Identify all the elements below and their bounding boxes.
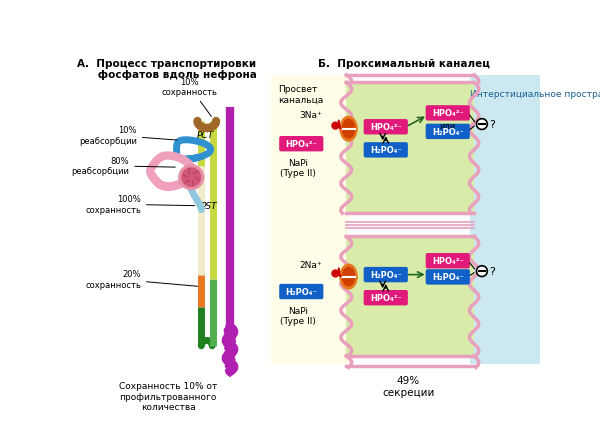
Bar (346, 237, 474, 356)
Text: 20%
сохранность: 20% сохранность (85, 269, 198, 289)
Text: 49%
секреции: 49% секреции (382, 375, 434, 397)
FancyBboxPatch shape (425, 270, 470, 285)
FancyBboxPatch shape (279, 137, 323, 152)
FancyBboxPatch shape (364, 120, 408, 135)
FancyBboxPatch shape (364, 290, 408, 306)
Text: HPO₄²⁻: HPO₄²⁻ (370, 123, 402, 132)
Ellipse shape (343, 120, 355, 138)
Ellipse shape (340, 117, 357, 141)
FancyBboxPatch shape (364, 143, 408, 158)
Text: NaPi
(Type II): NaPi (Type II) (280, 306, 316, 325)
FancyBboxPatch shape (425, 254, 470, 269)
FancyBboxPatch shape (425, 106, 470, 121)
Text: Сохранность 10% от
профильтрованного
количества: Сохранность 10% от профильтрованного кол… (119, 381, 217, 411)
Circle shape (476, 120, 487, 130)
Circle shape (332, 270, 339, 277)
Circle shape (476, 266, 487, 277)
Text: 2Na⁺: 2Na⁺ (300, 260, 322, 269)
Text: или: или (440, 122, 456, 131)
Circle shape (332, 123, 339, 130)
Text: H₂PO₄⁻: H₂PO₄⁻ (370, 271, 402, 279)
Text: Б.  Проксимальный каналец: Б. Проксимальный каналец (319, 59, 490, 69)
Text: 80%
реабсорбции: 80% реабсорбции (71, 156, 175, 176)
Text: 10%
сохранность: 10% сохранность (162, 78, 218, 117)
Circle shape (179, 166, 203, 190)
Text: Просвет
канальца: Просвет канальца (278, 85, 323, 104)
Text: PST: PST (200, 202, 217, 211)
Text: HPO₄²⁻: HPO₄²⁻ (432, 109, 464, 118)
Text: ?: ? (489, 266, 495, 276)
FancyBboxPatch shape (364, 267, 408, 283)
Ellipse shape (340, 265, 357, 289)
Text: 3Na⁺: 3Na⁺ (300, 111, 323, 120)
Bar (346, 83, 474, 214)
FancyBboxPatch shape (425, 124, 470, 140)
Text: А.  Процесс транспортировки
      фосфатов вдоль нефрона: А. Процесс транспортировки фосфатов вдол… (76, 59, 257, 80)
Text: HPO₄²⁻: HPO₄²⁻ (370, 293, 402, 303)
Text: 100%
сохранность: 100% сохранность (85, 195, 194, 214)
Text: H₂PO₄⁻: H₂PO₄⁻ (370, 146, 402, 155)
Bar (470, 76, 540, 364)
Text: H₂PO₄⁻: H₂PO₄⁻ (432, 127, 464, 137)
Text: HPO₄²⁻: HPO₄²⁻ (286, 140, 317, 149)
Circle shape (182, 169, 200, 187)
FancyBboxPatch shape (279, 284, 323, 300)
Bar (271, 76, 349, 364)
Text: Интерстициальное пространство: Интерстициальное пространство (470, 89, 600, 99)
Text: ?: ? (489, 120, 495, 130)
Text: H₂PO₄⁻: H₂PO₄⁻ (286, 287, 317, 297)
Text: H₂PO₄⁻: H₂PO₄⁻ (432, 273, 464, 282)
Ellipse shape (343, 268, 355, 286)
Text: NaPi
(Type II): NaPi (Type II) (280, 159, 316, 178)
Text: HPO₄²⁻: HPO₄²⁻ (432, 257, 464, 265)
Text: 10%
реабсорбции: 10% реабсорбции (79, 126, 177, 145)
Text: PCT: PCT (197, 131, 214, 140)
Polygon shape (226, 370, 234, 377)
